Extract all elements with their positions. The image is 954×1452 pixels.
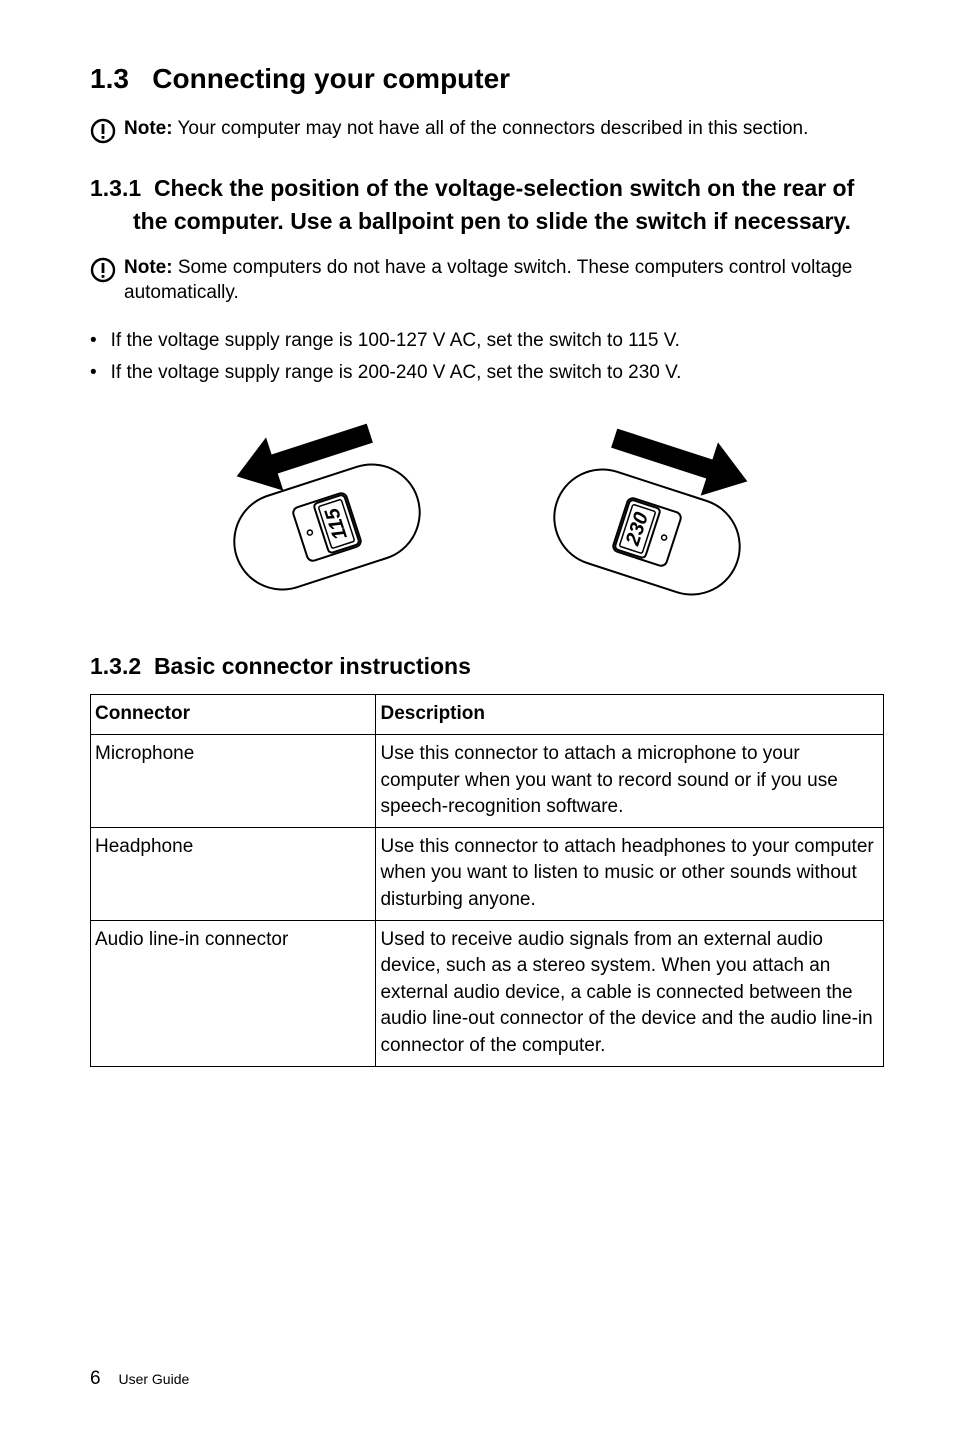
note-label: Note: — [124, 257, 173, 278]
subsection-title: Check the position of the voltage-select… — [133, 175, 854, 233]
warning-icon — [90, 257, 116, 306]
list-item: • If the voltage supply range is 100-127… — [90, 328, 884, 354]
table-header-cell: Connector — [91, 695, 376, 735]
note-block: Note: Some computers do not have a volta… — [90, 255, 884, 306]
note-body: Some computers do not have a voltage swi… — [124, 257, 852, 304]
subsection-heading: 1.3.2 Basic connector instructions — [90, 651, 884, 682]
table-header-row: Connector Description — [91, 695, 884, 735]
page-footer: 6 User Guide — [90, 1366, 189, 1392]
table-header-cell: Description — [376, 695, 884, 735]
voltage-switch-figures: 115 230 — [90, 407, 884, 607]
subsection-title: Basic connector instructions — [154, 653, 471, 679]
note-body: Your computer may not have all of the co… — [173, 118, 809, 139]
subsection-heading: 1.3.1 Check the position of the voltage-… — [90, 172, 884, 236]
bullet-list: • If the voltage supply range is 100-127… — [90, 328, 884, 385]
list-item: • If the voltage supply range is 200-240… — [90, 360, 884, 386]
table-cell: Use this connector to attach a microphon… — [376, 734, 884, 827]
table-cell: Headphone — [91, 827, 376, 920]
list-item-text: If the voltage supply range is 200-240 V… — [111, 360, 682, 386]
section-number: 1.3 — [90, 63, 129, 94]
bullet-marker: • — [90, 328, 97, 354]
table-row: Microphone Use this connector to attach … — [91, 734, 884, 827]
table-cell: Used to receive audio signals from an ex… — [376, 920, 884, 1066]
note-label: Note: — [124, 118, 173, 139]
table-cell: Audio line-in connector — [91, 920, 376, 1066]
voltage-switch-115-figure: 115 — [197, 407, 457, 607]
table-cell: Use this connector to attach headphones … — [376, 827, 884, 920]
warning-icon — [90, 118, 116, 151]
connector-table: Connector Description Microphone Use thi… — [90, 694, 884, 1066]
subsection-number: 1.3.2 — [90, 653, 141, 679]
section-heading: 1.3 Connecting your computer — [90, 60, 884, 98]
list-item-text: If the voltage supply range is 100-127 V… — [111, 328, 680, 354]
section-title: Connecting your computer — [152, 63, 510, 94]
table-row: Audio line-in connector Used to receive … — [91, 920, 884, 1066]
note-text: Note: Your computer may not have all of … — [124, 116, 808, 151]
page-number: 6 — [90, 1368, 101, 1389]
note-text: Note: Some computers do not have a volta… — [124, 255, 884, 306]
footer-label: User Guide — [118, 1371, 189, 1387]
voltage-switch-230-figure: 230 — [517, 407, 777, 607]
note-block: Note: Your computer may not have all of … — [90, 116, 884, 151]
bullet-marker: • — [90, 360, 97, 386]
table-row: Headphone Use this connector to attach h… — [91, 827, 884, 920]
table-cell: Microphone — [91, 734, 376, 827]
subsection-number: 1.3.1 — [90, 175, 141, 201]
